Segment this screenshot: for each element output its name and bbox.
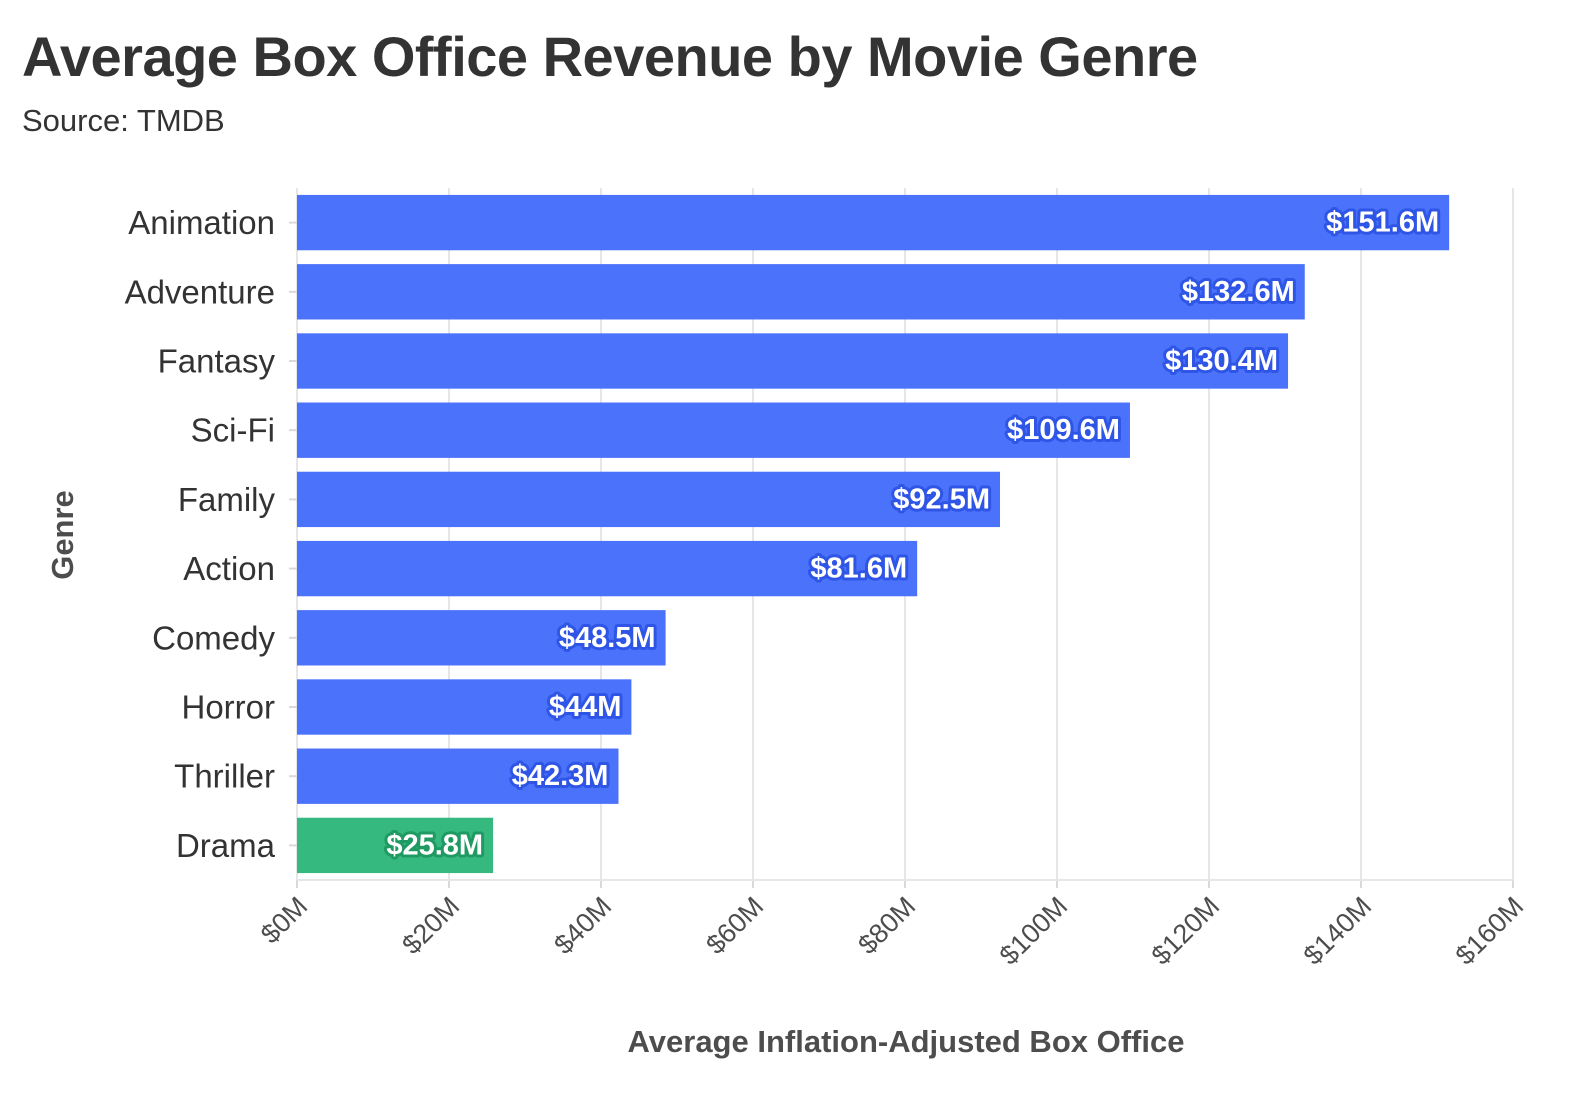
value-label: $130.4M [1165, 345, 1278, 377]
x-tick-label: $160M [1450, 891, 1530, 971]
bar-sci-fi [297, 402, 1130, 458]
x-tick-label: $100M [994, 891, 1074, 971]
category-label: Horror [181, 689, 275, 726]
category-label: Action [183, 550, 275, 587]
bar-family [297, 471, 1000, 528]
value-label: $92.5M [893, 483, 990, 515]
value-label: $151.6M [1326, 207, 1439, 239]
value-label: $81.6M [810, 553, 907, 585]
x-tick-label: $0M [255, 891, 313, 949]
bar-animation [297, 194, 1450, 251]
bar-action [297, 540, 918, 597]
value-label: $109.6M [1007, 414, 1120, 446]
value-label: $44M [549, 691, 622, 723]
value-label: $42.3M [512, 760, 609, 792]
x-tick-label: $80M [852, 891, 921, 960]
bar-thriller [297, 748, 619, 804]
category-label: Comedy [152, 619, 275, 656]
bar-fantasy [297, 333, 1289, 389]
bar-adventure [297, 264, 1305, 320]
category-label: Animation [128, 204, 275, 241]
x-tick-label: $20M [396, 891, 465, 960]
category-label: Sci-Fi [191, 412, 275, 449]
value-label: $48.5M [559, 622, 656, 654]
value-label: $132.6M [1182, 276, 1295, 308]
x-tick-label: $60M [700, 891, 769, 960]
category-label: Drama [176, 827, 276, 864]
category-label: Family [178, 481, 276, 518]
x-tick-label: $120M [1146, 891, 1226, 971]
y-axis-title: Genre [45, 490, 80, 580]
category-label: Adventure [125, 273, 275, 310]
value-label: $25.8M [386, 829, 483, 861]
bars: $151.6M $132.6M $130.4M $109.6M $92.5M $81.6M… [297, 194, 1450, 874]
category-label: Fantasy [158, 343, 276, 380]
chart-title: Average Box Office Revenue by Movie Genr… [22, 25, 1198, 88]
chart-subtitle: Source: TMDB [22, 103, 225, 138]
x-axis-title: Average Inflation-Adjusted Box Office [628, 1024, 1185, 1059]
x-tick-label: $40M [548, 891, 617, 960]
category-label: Thriller [174, 758, 275, 795]
bar-comedy [297, 610, 666, 666]
bar-drama [297, 817, 494, 874]
x-tick-label: $140M [1298, 891, 1378, 971]
bar-horror [297, 679, 632, 735]
